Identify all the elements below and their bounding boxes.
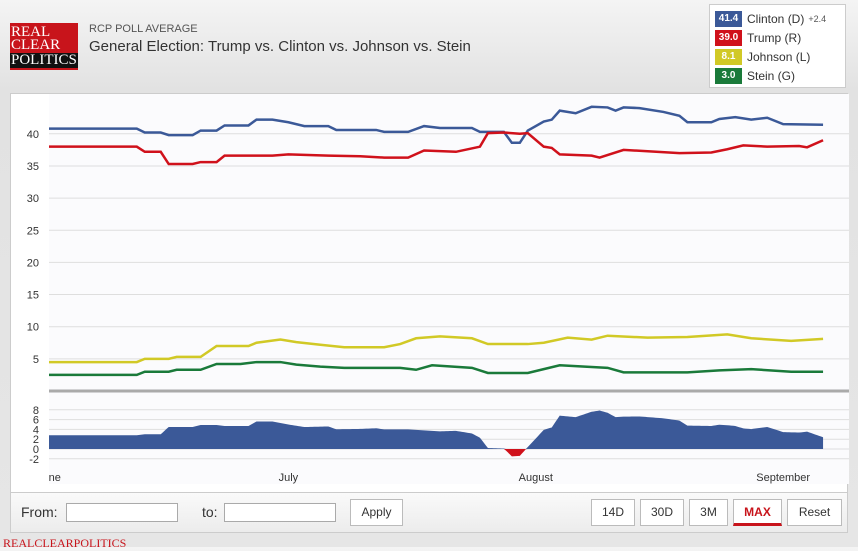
from-date-input[interactable] [66, 503, 178, 522]
y-tick-label: 25 [27, 225, 39, 237]
legend-label: Clinton (D) [747, 11, 805, 26]
logo-line: CLEAR [11, 37, 61, 53]
to-label: to: [202, 504, 218, 520]
legend-value: 8.1 [715, 48, 742, 65]
apply-button[interactable]: Apply [350, 499, 403, 526]
series-line-johnson [49, 333, 824, 364]
legend-value: 39.0 [715, 29, 742, 46]
y-tick-label: 15 [27, 290, 39, 302]
axis-clip [11, 464, 49, 489]
reset-button[interactable]: Reset [787, 499, 842, 526]
to-date-input[interactable] [224, 503, 336, 522]
from-label: From: [21, 504, 58, 520]
spread-tick-label: 0 [33, 444, 39, 456]
page-title: General Election: Trump vs. Clinton vs. … [89, 38, 471, 55]
legend-item-johnson: 8.1 Johnson (L) [715, 47, 840, 66]
chart-panel: 510152025303540-202468JuneJulyAugustSept… [10, 93, 849, 494]
spread-tick-label: 8 [33, 405, 39, 417]
spread-tick-label: 6 [33, 415, 39, 427]
rcp-logo[interactable]: REAL CLEAR POLITICS [10, 23, 78, 70]
y-tick-label: 30 [27, 193, 39, 205]
poll-chart[interactable]: 510152025303540-202468JuneJulyAugustSept… [11, 94, 849, 494]
legend-value: 41.4 [715, 10, 742, 27]
y-tick-label: 10 [27, 322, 39, 334]
y-tick-label: 5 [33, 354, 39, 366]
spread-tick-label: -2 [29, 454, 39, 466]
range-controls: From: to: Apply 14D 30D 3M MAX Reset [10, 493, 848, 533]
legend-item-clinton: 41.4 Clinton (D) +2.4 [715, 9, 840, 28]
range-30d-button[interactable]: 30D [640, 499, 684, 526]
range-3m-button[interactable]: 3M [689, 499, 728, 526]
legend-item-trump: 39.0 Trump (R) [715, 28, 840, 47]
logo-line: POLITICS [10, 52, 78, 68]
footer-brand[interactable]: REALCLEARPOLITICS [3, 536, 127, 550]
legend-label: Trump (R) [747, 30, 802, 45]
legend-value: 3.0 [715, 67, 742, 84]
x-tick-label: July [279, 472, 299, 484]
legend-label: Johnson (L) [747, 49, 811, 64]
y-tick-label: 40 [27, 129, 39, 141]
subtitle: RCP POLL AVERAGE [89, 23, 198, 35]
legend-change: +2.4 [808, 13, 827, 24]
range-14d-button[interactable]: 14D [591, 499, 635, 526]
series-line-trump [49, 131, 824, 166]
y-tick-label: 20 [27, 257, 39, 269]
plot-background [49, 94, 849, 484]
spread-area-clinton [49, 410, 824, 449]
legend-label: Stein (G) [747, 68, 796, 83]
logo-line: REAL [11, 24, 51, 40]
x-tick-label: September [756, 472, 810, 484]
range-max-button[interactable]: MAX [733, 499, 782, 526]
spread-tick-label: 2 [33, 434, 39, 446]
legend: 41.4 Clinton (D) +2.4 39.0 Trump (R) 8.1 Joh… [709, 4, 846, 88]
legend-item-stein: 3.0 Stein (G) [715, 66, 840, 85]
spread-tick-label: 4 [33, 424, 39, 436]
series-line-stein [49, 360, 824, 377]
x-tick-label: August [519, 472, 553, 484]
y-tick-label: 35 [27, 161, 39, 173]
